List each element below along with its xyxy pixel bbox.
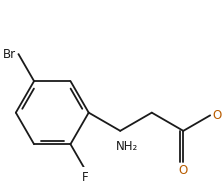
Text: O: O <box>212 109 221 122</box>
Text: Br: Br <box>2 48 16 61</box>
Text: O: O <box>179 164 188 177</box>
Text: F: F <box>82 171 88 184</box>
Text: NH₂: NH₂ <box>116 140 138 153</box>
